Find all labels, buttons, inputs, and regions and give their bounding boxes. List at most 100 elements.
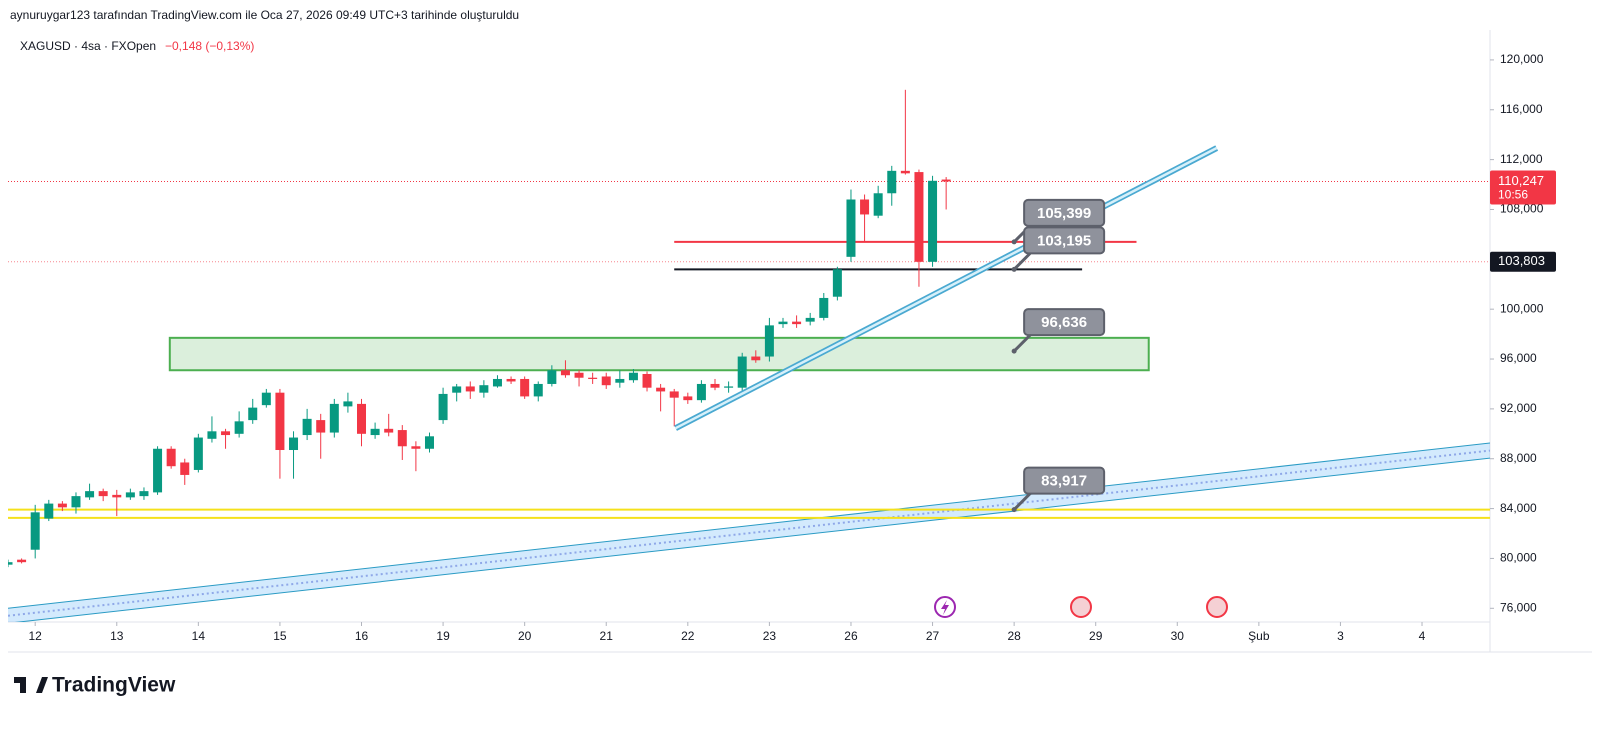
candle-body [887, 170, 897, 194]
ref-price-label: 103,803 [1498, 253, 1545, 268]
x-tick-label: 28 [1007, 629, 1021, 643]
candle-body [574, 372, 584, 378]
candle-body [737, 356, 747, 388]
callout-pointer [1013, 252, 1032, 271]
candle-body [805, 317, 815, 322]
candle-body [520, 378, 530, 397]
x-tick-label: 22 [681, 629, 695, 643]
candle-body [914, 172, 924, 262]
candle-body [370, 428, 380, 436]
candle-body [343, 401, 353, 407]
x-tick-label: 27 [926, 629, 940, 643]
candle-body [506, 378, 516, 382]
candle-body [873, 193, 883, 216]
x-tick-label: 15 [273, 629, 287, 643]
callout-label: 83,917 [1041, 473, 1087, 490]
event-icon[interactable] [1070, 596, 1092, 618]
candle-body [846, 199, 856, 257]
candle-body [724, 386, 734, 388]
x-tick-label: 29 [1089, 629, 1103, 643]
candle-body [452, 386, 462, 393]
callout-pointer [1013, 492, 1032, 511]
countdown: 10:56 [1498, 188, 1528, 202]
candle-body [479, 385, 489, 393]
candle-body [275, 392, 285, 451]
candle-body [751, 356, 761, 361]
candle-body [85, 491, 95, 498]
callout-anchor [1011, 239, 1017, 245]
callout-anchor [1011, 266, 1017, 272]
candle-body [656, 387, 666, 392]
change: −0,148 (−0,13%) [165, 39, 254, 53]
x-tick-label: 26 [844, 629, 858, 643]
candle-body [438, 393, 448, 421]
candle-body [696, 383, 706, 401]
candle-body [832, 269, 842, 297]
x-tick-label: 4 [1419, 629, 1426, 643]
callout-box [1023, 226, 1106, 255]
x-tick-label: Şub [1248, 629, 1270, 643]
candle-body [628, 372, 638, 381]
candle-body [547, 370, 557, 384]
y-tick-label: 116,000 [1500, 102, 1543, 116]
candle-body [642, 373, 652, 388]
candle-body [221, 431, 231, 436]
callout-box [1023, 198, 1106, 227]
y-tick-label: 84,000 [1500, 501, 1537, 515]
candle-body [153, 448, 163, 493]
channel-line [8, 442, 1490, 609]
zone [168, 336, 1150, 372]
y-tick-label: 100,000 [1500, 301, 1544, 315]
candle-body [424, 436, 434, 449]
candle-body [329, 403, 339, 433]
candle-body [397, 430, 407, 447]
attribution: aynuruygar123 tarafından TradingView.com… [10, 8, 519, 22]
callout-box [1023, 308, 1106, 337]
callout-pointer [1013, 334, 1032, 353]
trendline [675, 146, 1218, 430]
x-tick-label: 20 [518, 629, 532, 643]
callout-anchor [1011, 507, 1017, 513]
candle-body [928, 180, 938, 262]
y-tick-label: 88,000 [1500, 451, 1537, 465]
candle-body [8, 562, 13, 565]
event-icon[interactable] [1206, 596, 1228, 618]
candle-body [289, 437, 299, 451]
candle-body [778, 321, 788, 325]
logo-mark [14, 677, 48, 693]
candle-body [819, 297, 829, 318]
x-tick-label: 3 [1337, 629, 1344, 643]
candle-body [533, 383, 543, 397]
candle-body [180, 462, 190, 475]
candle-body [792, 321, 802, 325]
candle-body [941, 179, 951, 182]
callout-label: 103,195 [1037, 232, 1091, 249]
candle-body [193, 437, 203, 470]
candle-body [139, 491, 149, 497]
candle-body [57, 503, 67, 508]
y-tick-label: 96,000 [1500, 351, 1537, 365]
candle-body [384, 428, 394, 433]
y-tick-label: 108,000 [1500, 202, 1544, 216]
candle-body [248, 407, 258, 421]
y-tick-label: 120,000 [1500, 52, 1544, 66]
candle-body [615, 378, 625, 383]
candle-body [764, 325, 774, 357]
x-tick-label: 21 [600, 629, 614, 643]
candle-body [234, 421, 244, 434]
candle-body [601, 376, 611, 386]
candle-body [30, 512, 40, 550]
candle-body [166, 448, 176, 467]
candle-body [44, 503, 54, 519]
x-tick-label: 16 [355, 629, 369, 643]
x-tick-label: 12 [29, 629, 43, 643]
ref-price-tag [1490, 251, 1556, 272]
candle-body [261, 392, 271, 406]
candle-body [71, 496, 81, 508]
candle-body [669, 391, 679, 398]
symbol: XAGUSD · 4sa · FXOpen [20, 39, 156, 53]
candle-body [112, 494, 122, 498]
candle-body [465, 386, 475, 392]
x-tick-label: 19 [436, 629, 450, 643]
